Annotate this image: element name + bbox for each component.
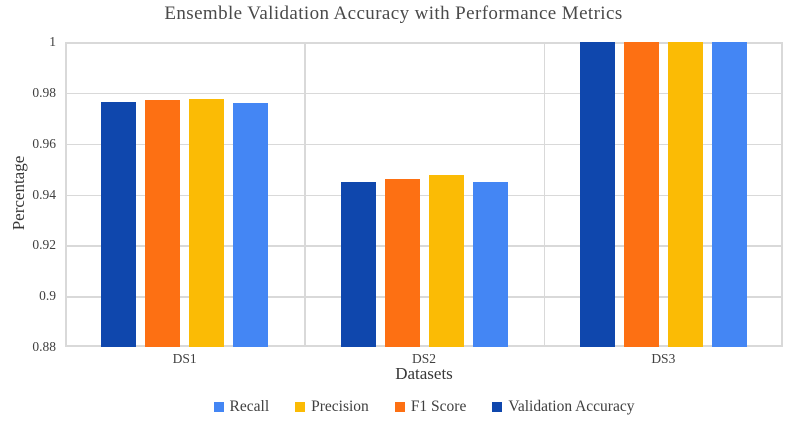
y-tick-label-0.94: 0.94 xyxy=(32,186,56,202)
y-tick-label-0.9: 0.9 xyxy=(39,288,56,304)
bar-validation-accuracy-ds3 xyxy=(579,42,615,347)
x-tick-label-ds3: DS3 xyxy=(651,351,676,366)
bar-validation-accuracy-ds2 xyxy=(340,182,376,347)
bar-validation-accuracy-ds1 xyxy=(101,102,137,347)
y-tick-label-0.92: 0.92 xyxy=(32,237,56,253)
legend-item-precision: Precision xyxy=(295,398,369,416)
y-tick-label-0.96: 0.96 xyxy=(32,135,56,151)
bar-recall-ds1 xyxy=(233,103,269,347)
y-tick-label-1: 1 xyxy=(49,34,56,49)
y-tick-label-0.98: 0.98 xyxy=(32,84,56,100)
legend-label-validation-accuracy: Validation Accuracy xyxy=(508,398,635,415)
gridline-0.96 xyxy=(65,143,783,146)
category-separator xyxy=(304,42,306,347)
legend-item-f1-score: F1 Score xyxy=(394,398,467,416)
legend-item-recall: Recall xyxy=(213,398,270,416)
bar-precision-ds2 xyxy=(428,175,464,347)
legend-label-recall: Recall xyxy=(229,398,270,415)
bar-precision-ds1 xyxy=(189,99,225,347)
gridline-0.98 xyxy=(65,92,783,95)
category-separator xyxy=(543,42,546,347)
bar-f1-score-ds2 xyxy=(384,179,420,347)
legend-marker-f1-score xyxy=(394,402,405,412)
x-axis-label: Datasets xyxy=(395,364,453,383)
bar-recall-ds3 xyxy=(711,42,747,347)
bar-f1-score-ds1 xyxy=(145,100,181,347)
bar-f1-score-ds3 xyxy=(623,42,659,347)
y-tick-label-0.88: 0.88 xyxy=(32,339,56,354)
bar-recall-ds2 xyxy=(472,182,508,347)
legend-label-f1-score: F1 Score xyxy=(410,398,467,415)
legend-marker-validation-accuracy xyxy=(492,402,503,412)
legend-marker-recall xyxy=(213,402,224,412)
gridline-0.92 xyxy=(65,245,783,247)
gridline-0.9 xyxy=(65,296,783,298)
legend-label-precision: Precision xyxy=(311,398,369,415)
bar-precision-ds3 xyxy=(667,42,703,347)
legend-marker-precision xyxy=(295,402,306,412)
legend: Recall Precision F1 Score Validation Accura… xyxy=(65,397,783,417)
chart-title: Ensemble Validation Accuracy with Perfor… xyxy=(164,3,623,24)
gridline-0.94 xyxy=(65,194,783,196)
legend-item-validation-accuracy: Validation Accuracy xyxy=(492,398,634,416)
x-tick-label-ds2: DS2 xyxy=(411,351,436,366)
x-tick-label-ds1: DS1 xyxy=(172,351,197,366)
